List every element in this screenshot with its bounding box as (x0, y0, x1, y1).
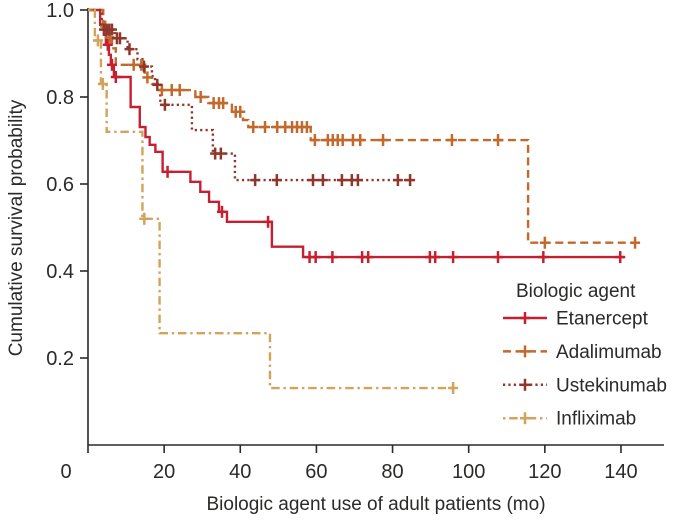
series-line-etanercept (88, 8, 625, 259)
legend-label-adalimumab: Adalimumab (556, 342, 662, 363)
y-tick-label-0.8: 0.8 (46, 87, 74, 109)
legend-items: Etanercept Adalimumab Ustekinumab Inflixima… (503, 309, 667, 430)
legend: Biologic agent Etanercept Adalimumab Ustek… (503, 281, 667, 430)
legend-label-infliximab: Infliximab (556, 409, 636, 430)
x-tick-label-120: 120 (528, 461, 561, 483)
y-tick-label-1: 1.0 (46, 0, 74, 22)
y-tick-label-0.4: 0.4 (46, 261, 74, 283)
y-axis-title: Cumulative survival probability (6, 99, 27, 356)
y-tick-label-0.2: 0.2 (46, 348, 74, 370)
x-tick-label-60: 60 (305, 461, 327, 483)
legend-label-etanercept: Etanercept (556, 309, 649, 330)
legend-item-adalimumab: Adalimumab (503, 342, 662, 363)
legend-item-etanercept: Etanercept (503, 309, 649, 330)
legend-item-infliximab: Infliximab (503, 409, 636, 430)
series-line-ustekinumab (88, 8, 414, 182)
x-tick-label-20: 20 (153, 461, 175, 483)
x-tick-label-80: 80 (381, 461, 403, 483)
x-axis-title: Biologic agent use of adult patients (mo… (206, 494, 545, 515)
legend-item-ustekinumab: Ustekinumab (503, 375, 667, 396)
legend-title: Biologic agent (516, 281, 636, 302)
censor-marks-adalimumab (100, 20, 641, 249)
censor-marks (92, 20, 641, 395)
censor-marks-infliximab (92, 34, 459, 395)
series-lines (88, 8, 637, 390)
x-tick-label-140: 140 (604, 461, 637, 483)
y-tick-label-0.6: 0.6 (46, 174, 74, 196)
x-tick-label-40: 40 (229, 461, 251, 483)
censor-marks-etanercept (102, 38, 626, 264)
x-tick-label-0: 0 (60, 461, 71, 483)
axes: 1.0 0.8 0.6 0.4 0.2 0 20 40 60 80 100 120 140 (46, 0, 664, 483)
series-line-adalimumab (88, 8, 637, 244)
censor-marks-ustekinumab (98, 23, 416, 187)
x-tick-label-100: 100 (452, 461, 485, 483)
legend-label-ustekinumab: Ustekinumab (556, 375, 667, 396)
